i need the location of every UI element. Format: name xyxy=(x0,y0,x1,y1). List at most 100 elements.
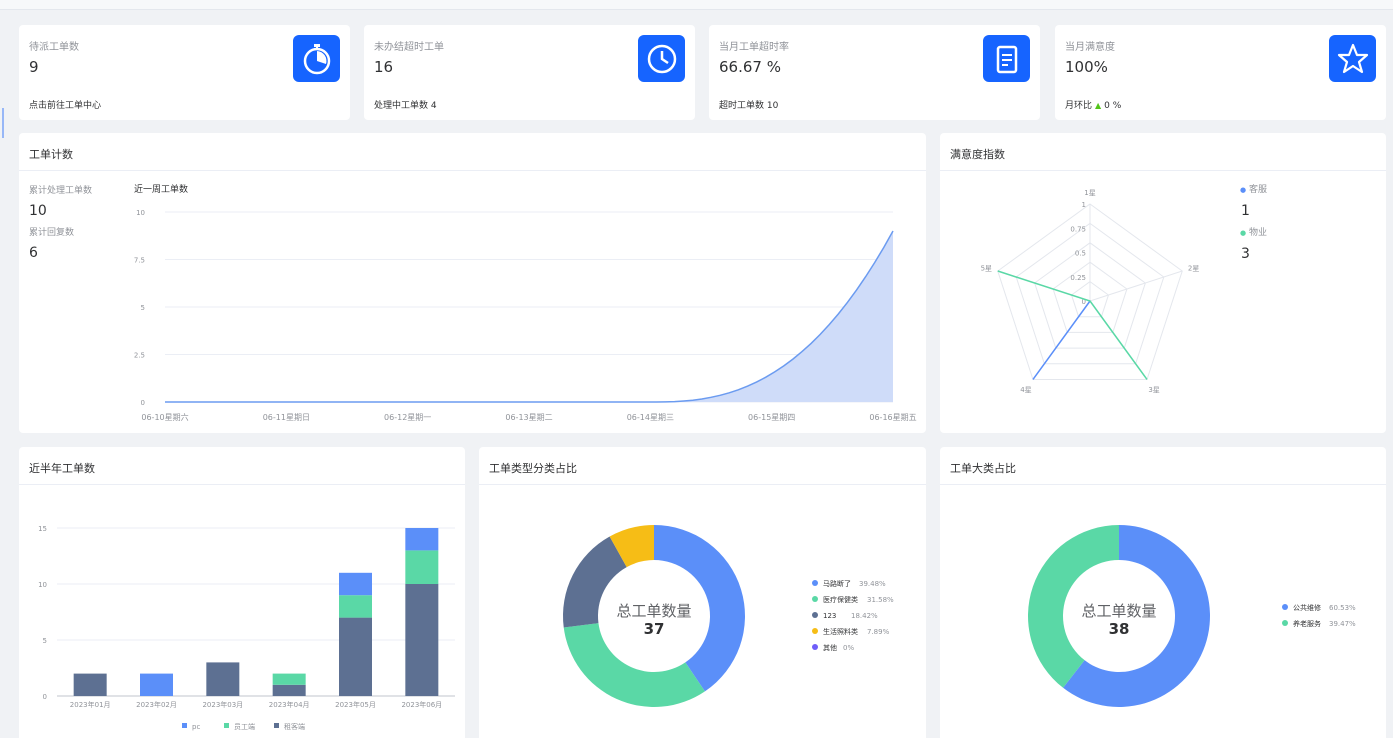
y-tick-label: 5 xyxy=(141,304,145,312)
series-line xyxy=(165,230,894,403)
radar-ring-label: 1 xyxy=(1082,201,1086,209)
sidebar-indicator xyxy=(2,108,4,138)
radar-ring-label: 0.5 xyxy=(1075,250,1086,258)
legend-label: 马路断了 xyxy=(823,579,851,588)
donut-slice xyxy=(654,525,745,692)
divider xyxy=(19,170,926,171)
legend-value: 31.58% xyxy=(867,596,894,604)
bar-segment xyxy=(206,662,240,696)
total-handled-label: 累计处理工单数 xyxy=(29,186,93,196)
legend-swatch xyxy=(812,580,818,586)
legend-swatch xyxy=(1282,604,1288,610)
stat-sub: 处理中工单数 4 xyxy=(374,101,437,111)
stat-card-timeout-rate: 当月工单超时率 66.67 % 超时工单数 10 xyxy=(709,25,1040,120)
trend-up-icon: ▲ xyxy=(1095,101,1102,110)
category-ratio-donut-chart: 公共维修 60.53% 养老服务 39.47% xyxy=(1027,525,1356,707)
legend-swatch xyxy=(224,723,229,728)
card-title: 近半年工单数 xyxy=(29,462,95,475)
legend-swatch xyxy=(812,612,818,618)
legend-value: 18.42% xyxy=(851,612,878,620)
goto-workorder-center-link[interactable]: 点击前往工单中心 xyxy=(29,101,102,111)
legend-swatch xyxy=(182,723,187,728)
x-tick-label: 06-10星期六 xyxy=(141,412,188,422)
y-tick-label: 10 xyxy=(38,581,47,589)
clipboard-icon xyxy=(983,35,1030,82)
legend-value: 0% xyxy=(843,644,854,652)
x-tick-label: 2023年01月 xyxy=(70,700,111,709)
radar-ring-label: 0 xyxy=(1082,298,1086,306)
donut-slice xyxy=(609,525,654,568)
divider xyxy=(940,484,1386,485)
x-tick-label: 06-15星期四 xyxy=(748,413,795,422)
radar-series xyxy=(997,270,1148,380)
stat-label: 未办结超时工单 xyxy=(374,42,444,53)
radar-axis-label: 5星 xyxy=(981,264,992,272)
stat-card-overdue: 未办结超时工单 16 处理中工单数 4 xyxy=(364,25,695,120)
satisfaction-radar-chart: 1星 2星 3星 4星 5星 0 0.25 0.5 0.75 1 xyxy=(981,189,1200,394)
chart-title: 近一周工单数 xyxy=(134,185,189,195)
x-tick-label: 06-13星期二 xyxy=(505,413,552,422)
satisfaction-card: 满意度指数 1星 2星 3星 4星 5星 0 0.25 0.5 0.75 1 ● 客服 1 ● 物… xyxy=(940,133,1386,433)
radar-spoke xyxy=(1089,270,1183,302)
legend-value: 1 xyxy=(1241,203,1250,219)
star-icon xyxy=(1329,35,1376,82)
x-tick-label: 06-12星期一 xyxy=(384,413,431,422)
legend-swatch xyxy=(1282,620,1288,626)
x-tick-label: 2023年05月 xyxy=(335,700,376,709)
y-tick-label: 10 xyxy=(136,209,145,217)
stat-card-pending: 待派工单数 9 点击前往工单中心 xyxy=(19,25,350,120)
card-title: 工单类型分类占比 xyxy=(489,462,577,475)
donut-center-label: 总工单数量 xyxy=(616,602,692,620)
stat-label: 当月工单超时率 xyxy=(719,42,789,53)
legend-label: 客服 xyxy=(1248,185,1267,195)
legend-swatch xyxy=(812,628,818,634)
bar-segment xyxy=(339,617,372,696)
legend-item-wuye: ● 物业 xyxy=(1240,228,1267,238)
radar-ring-label: 0.25 xyxy=(1070,274,1086,282)
stat-label: 待派工单数 xyxy=(29,42,79,53)
legend-label: 123 xyxy=(823,612,836,620)
bar-segment xyxy=(405,550,439,584)
legend-label: 医疗保健类 xyxy=(823,595,858,604)
donut-center-value: 38 xyxy=(1108,620,1130,638)
donut-slice xyxy=(1063,525,1210,707)
radar-ring-label: 0.75 xyxy=(1070,225,1086,233)
donut-slice xyxy=(562,536,627,628)
legend-value: 7.89% xyxy=(867,628,890,636)
bar-segment xyxy=(73,673,107,696)
type-ratio-card: 工单类型分类占比 马路断了 39.48% 医疗保健类 31.58% 123 18.42% 生… xyxy=(479,447,926,738)
legend-label: 物业 xyxy=(1248,228,1267,238)
radar-axis-label: 3星 xyxy=(1148,386,1159,394)
legend-label: 员工端 xyxy=(234,722,255,731)
legend-value: 39.47% xyxy=(1329,620,1356,628)
total-handled-value: 10 xyxy=(29,203,47,219)
radar-axis-label: 2星 xyxy=(1188,264,1199,272)
x-tick-label: 2023年03月 xyxy=(202,700,243,709)
bar-segment xyxy=(405,528,439,551)
legend-swatch xyxy=(274,723,279,728)
half-year-bar-chart: 0 5 10 15 2023年01月 2023年02月 2023年03月 2023年04月 20… xyxy=(38,525,455,731)
legend-label: 养老服务 xyxy=(1293,619,1321,628)
radar-ring xyxy=(1034,242,1146,349)
legend-value: 60.53% xyxy=(1329,604,1356,612)
x-tick-label: 2023年06月 xyxy=(401,700,442,709)
divider xyxy=(940,170,1386,171)
clock-icon xyxy=(638,35,685,82)
legend-label: pc xyxy=(192,723,200,731)
donut-center-label: 总工单数量 xyxy=(1081,602,1157,620)
stat-value: 16 xyxy=(374,58,394,76)
bar-segment xyxy=(339,572,372,596)
y-tick-label: 0 xyxy=(141,399,145,407)
bar-segment xyxy=(272,684,306,696)
y-tick-label: 2.5 xyxy=(134,352,145,360)
bar-segment xyxy=(272,673,306,685)
x-tick-label: 2023年04月 xyxy=(269,700,310,709)
legend-value: 39.48% xyxy=(859,580,886,588)
x-tick-label: 2023年02月 xyxy=(136,700,177,709)
stat-value: 66.67 % xyxy=(719,58,781,76)
legend-label: 公共维修 xyxy=(1293,603,1321,612)
x-tick-label: 06-11星期日 xyxy=(263,413,310,422)
type-ratio-donut-chart: 马路断了 39.48%医疗保健类 31.58% 123 18.42% 生活照料类 7.89%… xyxy=(562,525,894,707)
y-tick-label: 5 xyxy=(43,637,47,645)
stat-card-satisfaction: 当月满意度 100% 月环比 ▲ 0 % xyxy=(1055,25,1386,120)
